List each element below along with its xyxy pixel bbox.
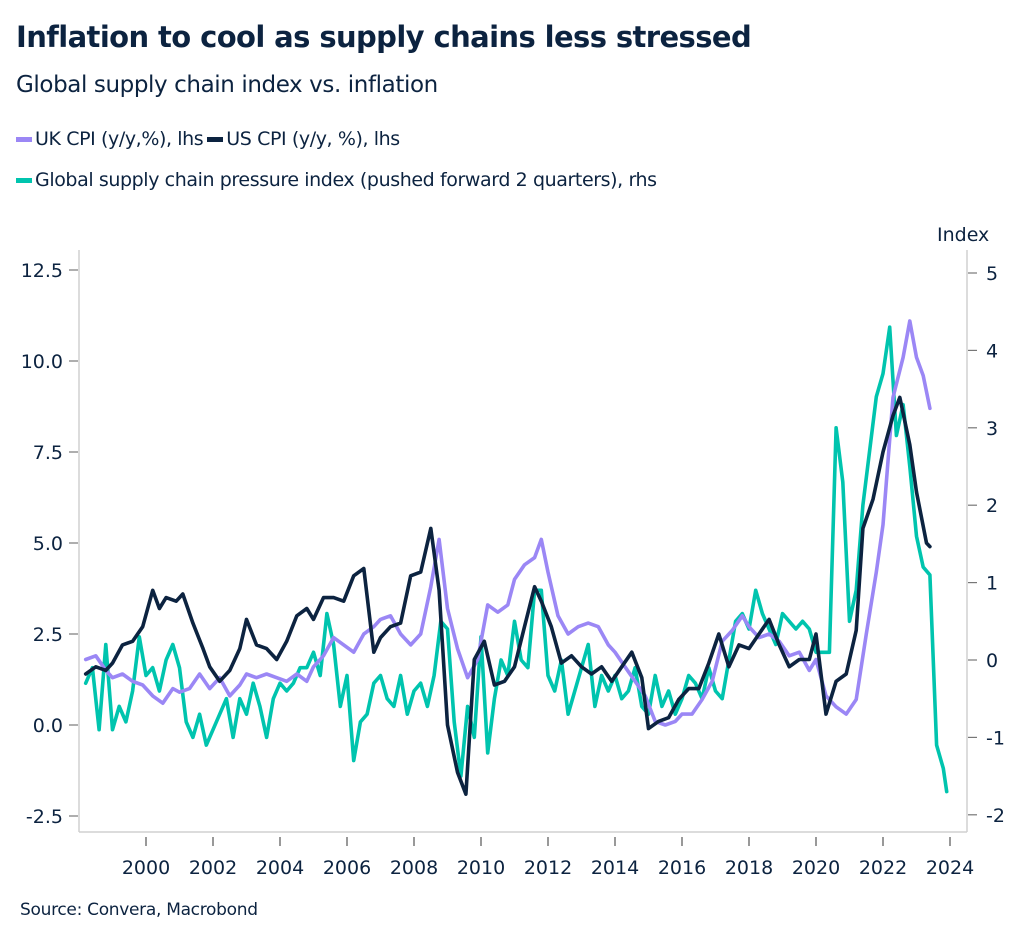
y-left-tick-label: 12.5: [21, 260, 63, 282]
legend-label-gscpi: Global supply chain pressure index (push…: [35, 169, 657, 191]
y-right-tick-label: 4: [986, 340, 998, 362]
y-right-tick-label: -1: [986, 727, 1005, 749]
y-axis-right: 5 4 3 2 1 0 -1 -2: [968, 263, 1005, 827]
legend-row-2: Global supply chain pressure index (push…: [16, 169, 661, 191]
legend-swatch-us-cpi: [207, 136, 224, 142]
y-left-tick-label: -2.5: [26, 806, 63, 828]
x-tick-label: 2016: [658, 857, 706, 879]
y-axis-left: 12.5 10.0 7.5 5.0 2.5 0.0 -2.5: [21, 260, 78, 828]
y-right-tick-label: -2: [986, 805, 1005, 827]
x-tick-label: 2004: [256, 857, 304, 879]
x-tick-label: 2008: [390, 857, 438, 879]
x-tick-label: 2002: [189, 857, 237, 879]
y-right-tick-label: 1: [986, 573, 998, 595]
y-right-tick-label: 2: [986, 495, 998, 517]
plot-frame: [78, 250, 968, 833]
series-line-us-cpi: [83, 395, 932, 797]
y-axis-right-title: Index: [937, 224, 989, 246]
x-tick-label: 2018: [725, 857, 773, 879]
y-left-tick-label: 5.0: [33, 533, 63, 555]
x-tick-label: 2024: [926, 857, 974, 879]
source-note: Source: Convera, Macrobond: [20, 900, 258, 920]
legend-swatch-uk-cpi: [16, 136, 32, 142]
x-tick-label: 2000: [122, 857, 170, 879]
legend-label-uk-cpi: UK CPI (y/y,%), lhs: [35, 128, 204, 150]
legend-item-gscpi: Global supply chain pressure index (push…: [16, 169, 657, 191]
y-right-tick-label: 5: [986, 263, 998, 285]
chart-title: Inflation to cool as supply chains less …: [16, 20, 752, 54]
x-tick-label: 2012: [524, 857, 572, 879]
legend-item-uk-cpi: UK CPI (y/y,%), lhs: [16, 128, 204, 150]
legend-label-us-cpi: US CPI (y/y, %), lhs: [226, 128, 400, 150]
legend-item-us-cpi: US CPI (y/y, %), lhs: [207, 128, 400, 150]
x-axis: 2000 2002 2004 2006 2008 2010 2012 2014 2016 2018…: [122, 837, 974, 879]
y-left-tick-label: 10.0: [21, 351, 63, 373]
y-right-tick-label: 3: [986, 418, 998, 440]
x-tick-label: 2006: [323, 857, 371, 879]
x-tick-label: 2020: [792, 857, 840, 879]
y-left-tick-label: 0.0: [33, 715, 63, 737]
y-left-tick-label: 7.5: [33, 442, 63, 464]
legend-row-1: UK CPI (y/y,%), lhs US CPI (y/y, %), lhs: [16, 128, 404, 150]
x-tick-label: 2010: [457, 857, 505, 879]
series-line-gscpi: [83, 325, 949, 794]
x-tick-label: 2022: [859, 857, 907, 879]
chart-subtitle: Global supply chain index vs. inflation: [16, 72, 438, 98]
y-right-tick-label: 0: [986, 650, 998, 672]
legend-swatch-gscpi: [16, 177, 32, 183]
series-line-uk-cpi: [83, 319, 932, 727]
series-group: [83, 319, 949, 797]
x-tick-label: 2014: [591, 857, 639, 879]
y-left-tick-label: 2.5: [33, 624, 63, 646]
